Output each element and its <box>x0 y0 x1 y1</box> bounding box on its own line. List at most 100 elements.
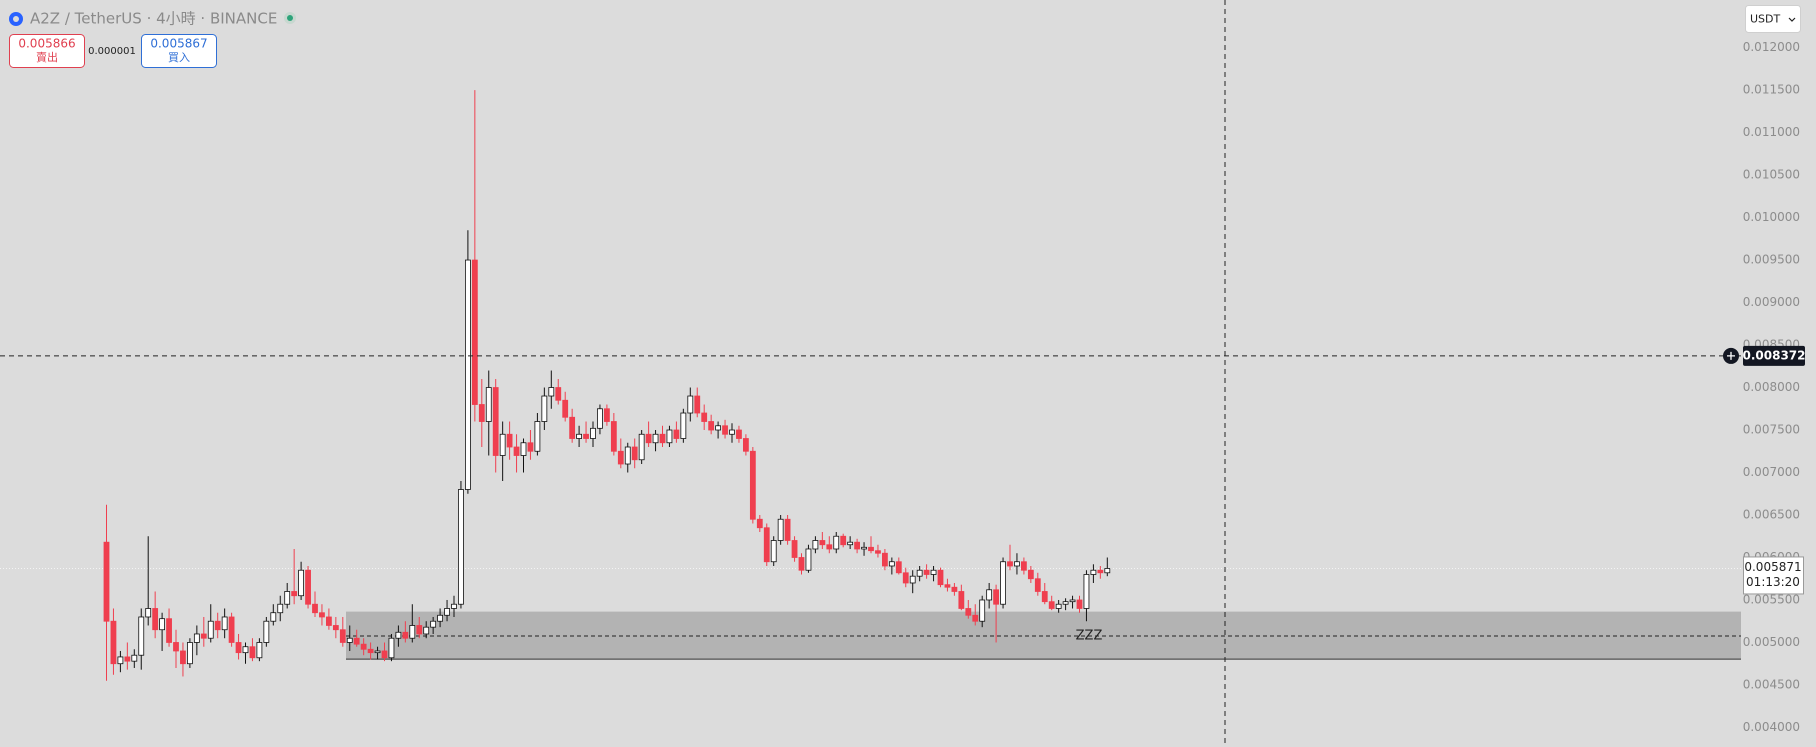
candle-body <box>791 540 798 558</box>
candle-body <box>332 625 339 631</box>
candle-body <box>1041 591 1048 603</box>
candle-body <box>471 259 478 405</box>
candle-body <box>680 412 687 439</box>
candle-body <box>666 429 673 444</box>
buy-price: 0.005867 <box>150 37 207 51</box>
candle-body <box>875 550 881 554</box>
candle-body <box>923 569 930 575</box>
candle-body <box>1104 568 1111 574</box>
candle-body <box>228 616 235 643</box>
candle-body <box>492 387 499 456</box>
countdown-label: 01:13:20 <box>1746 575 1800 589</box>
candle-body <box>1014 561 1020 567</box>
candle-body <box>374 650 381 654</box>
buy-button[interactable]: 0.005867 買入 <box>141 34 217 68</box>
candle-body <box>895 561 902 574</box>
candle-body <box>840 535 847 546</box>
symbol-header[interactable]: A2Z / TetherUS · 4小時 · BINANCE <box>9 10 296 28</box>
candle-body <box>888 561 895 567</box>
candle-body <box>861 546 867 550</box>
candle-body <box>249 646 256 659</box>
candle-body <box>186 642 193 665</box>
symbol-title: A2Z / TetherUS · 4小時 · BINANCE <box>30 10 277 28</box>
candle-body <box>610 421 617 452</box>
y-tick-label: 0.009500 <box>1743 253 1800 267</box>
currency-dropdown[interactable]: USDT <box>1745 5 1801 33</box>
candle-body <box>138 616 145 656</box>
candle-body <box>777 518 784 541</box>
candle-body <box>235 642 242 654</box>
y-tick-label: 0.011500 <box>1743 83 1800 97</box>
candle-body <box>763 527 770 563</box>
candle-body <box>687 395 694 414</box>
candle-body <box>284 591 291 605</box>
candle-body <box>617 450 624 465</box>
sell-button[interactable]: 0.005866 賣出 <box>9 34 85 68</box>
candle-body <box>256 642 263 659</box>
candle-body <box>325 616 332 626</box>
plot-area: ZZZ <box>0 90 1741 681</box>
candle-body <box>645 433 652 444</box>
candle-body <box>749 450 756 520</box>
candle-body <box>694 395 701 414</box>
candle-body <box>360 643 367 650</box>
candle-body <box>145 608 152 618</box>
candle-body <box>270 612 277 622</box>
candle-body <box>868 546 874 552</box>
sell-price: 0.005866 <box>18 37 75 51</box>
candle-body <box>562 399 569 418</box>
candle-body <box>847 541 854 546</box>
candle-body <box>979 599 986 622</box>
crosshair-label-box <box>1743 345 1805 366</box>
last-price-label: 0.005871 <box>1744 560 1801 574</box>
candle-body <box>367 648 374 654</box>
candle-body <box>937 569 944 586</box>
candle-body <box>506 433 513 448</box>
candle-body <box>298 569 305 597</box>
candle-body <box>854 541 860 550</box>
candle-body <box>193 633 200 643</box>
candle-body <box>319 612 325 618</box>
candle-body <box>1021 561 1027 571</box>
last-price-box <box>1743 556 1804 595</box>
candle-body <box>1034 578 1041 592</box>
candle-body <box>770 540 777 563</box>
candle-body <box>631 446 638 461</box>
candle-body <box>1090 569 1097 575</box>
candle-body <box>1055 603 1062 609</box>
candle-body <box>513 446 520 456</box>
candle-body <box>242 646 249 654</box>
candle-body <box>756 518 763 529</box>
candle-body <box>152 608 159 631</box>
candle-body <box>743 438 749 452</box>
candle-body <box>597 408 603 429</box>
candle-body <box>972 614 979 622</box>
candle-body <box>805 548 812 571</box>
currency-label: USDT <box>1750 13 1781 26</box>
candle-body <box>1076 599 1083 609</box>
candle-body <box>708 421 715 431</box>
candle-body <box>729 429 735 435</box>
candle-body <box>673 429 680 439</box>
candle-body <box>437 614 444 622</box>
candle-body <box>986 589 993 601</box>
candle-body <box>1000 561 1006 605</box>
y-tick-label: 0.008000 <box>1743 380 1800 394</box>
candle-body <box>346 637 353 643</box>
candle-body <box>624 446 631 465</box>
candle-body <box>339 629 346 643</box>
candle-body <box>569 416 576 439</box>
candle-body <box>117 656 124 665</box>
zone-label: ZZZ <box>1076 629 1103 644</box>
candle-body <box>541 395 548 422</box>
candle-body <box>1083 574 1090 609</box>
candle-body <box>416 625 423 635</box>
candle-body <box>173 642 179 652</box>
y-tick-label: 0.010000 <box>1743 210 1800 224</box>
status-dot-inner <box>287 15 293 21</box>
candle-body <box>951 586 958 592</box>
candle-body <box>590 427 596 439</box>
candle-body <box>534 421 541 452</box>
